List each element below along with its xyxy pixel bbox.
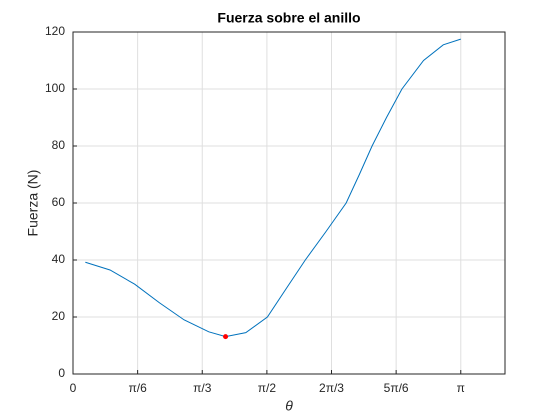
x-axis-label: θ	[285, 398, 293, 414]
y-tick-label: 80	[52, 138, 66, 152]
x-tick-label: π/2	[258, 381, 277, 395]
x-tick-label: π/3	[193, 381, 212, 395]
line	[85, 38, 461, 338]
y-tick-label: 100	[45, 81, 65, 95]
y-tick-label: 120	[45, 24, 65, 38]
y-tick-label: 60	[52, 195, 66, 209]
marker	[223, 334, 229, 340]
y-axis-label: Fuerza (N)	[25, 170, 41, 237]
y-tick-label: 0	[58, 366, 65, 380]
x-tick-label: π/6	[128, 381, 147, 395]
plot	[85, 38, 461, 340]
chart-title: Fuerza sobre el anillo	[217, 10, 360, 26]
y-tick-label: 20	[52, 309, 66, 323]
x-tick-label: 2π/3	[319, 381, 344, 395]
y-tick-label: 40	[52, 252, 66, 266]
axes-box	[72, 31, 506, 375]
x-tick-label: 5π/6	[384, 381, 409, 395]
x-tick-label: 0	[70, 381, 77, 395]
x-tick-label: π	[457, 381, 465, 395]
